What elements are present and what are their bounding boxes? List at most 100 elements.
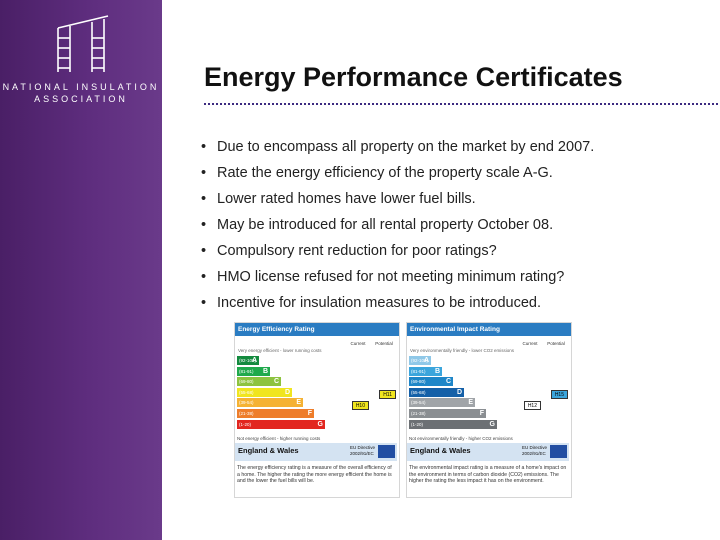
- potential-rating-flag: H15: [550, 390, 568, 400]
- certificate-heading: Environmental Impact Rating: [407, 323, 571, 336]
- eu-flag-icon: [550, 445, 567, 458]
- band-letter: E: [296, 399, 301, 407]
- certificate-region-bar: England & Wales EU Directive 2002/91/EC: [407, 443, 569, 461]
- bullet-item: • May be introduced for all rental proper…: [201, 212, 594, 238]
- rating-band-e: (39-54) E: [409, 398, 475, 408]
- eu-directive-line-1: EU Directive: [349, 445, 375, 450]
- bullet-marker: •: [201, 243, 207, 259]
- band-letter: F: [307, 410, 312, 417]
- certificate-description: The energy efficiency rating is a measur…: [237, 465, 392, 485]
- certificate-description: The environmental impact rating is a mea…: [409, 465, 567, 485]
- band-range: (21-38): [239, 411, 254, 416]
- band-letter: E: [468, 399, 473, 407]
- band-range: (55-68): [239, 389, 254, 395]
- certificate-top-note: Very environmentally friendly - lower CO…: [410, 348, 515, 353]
- certificate-region-bar: England & Wales EU Directive 2002/91/EC: [235, 443, 397, 461]
- title-divider: [204, 103, 718, 105]
- rating-band-a: (92-100) A: [409, 356, 431, 365]
- band-letter: A: [423, 357, 429, 364]
- band-range: (69-80): [411, 379, 426, 385]
- band-range: (1-20): [411, 421, 424, 427]
- bullet-item: • Lower rated homes have lower fuel bills…: [201, 186, 594, 212]
- band-letter: D: [284, 388, 290, 396]
- band-range: (1-20): [239, 421, 252, 427]
- band-letter: G: [489, 420, 495, 428]
- current-column-label: Current: [350, 341, 366, 346]
- rating-band-d: (55-68) D: [409, 387, 464, 397]
- band-letter: A: [251, 357, 257, 364]
- current-rating-flag: H12: [523, 401, 541, 410]
- bullet-text: Incentive for insulation measures to be …: [217, 295, 542, 311]
- energy-efficiency-certificate: Energy Efficiency Rating Current Potential…: [234, 322, 400, 498]
- eu-directive: EU Directive 2002/91/EC: [522, 445, 547, 457]
- insulation-logo-icon: [57, 15, 109, 72]
- rating-band-f: (21-38) F: [409, 409, 486, 418]
- band-range: (92-100): [411, 358, 429, 363]
- current-rating-flag: H10: [351, 401, 369, 410]
- band-letter: B: [434, 367, 440, 375]
- rating-band-e: (39-54) E: [237, 398, 303, 408]
- potential-rating-flag: H11: [379, 390, 396, 400]
- bullet-text: Due to encompass all property on the mar…: [217, 139, 595, 155]
- eu-directive-line-2: 2002/91/EC: [521, 451, 546, 456]
- band-range: (81-91): [411, 368, 426, 374]
- certificate-top-note: Very energy efficient - lower running co…: [238, 348, 322, 353]
- bullet-item: • Compulsory rent reduction for poor rati…: [201, 238, 594, 264]
- bullet-item: • Due to encompass all property on the ma…: [201, 134, 594, 160]
- certificate-bottom-note: Not environmentally friendly - higher CO…: [409, 436, 513, 441]
- rating-band-c: (69-80) C: [237, 377, 281, 387]
- rating-band-f: (21-38) F: [237, 409, 314, 418]
- certificate-heading: Energy Efficiency Rating: [235, 323, 399, 336]
- potential-column-label: Potential: [375, 341, 393, 346]
- rating-band-d: (55-68) D: [237, 387, 292, 397]
- bullet-text: HMO license refused for not meeting mini…: [217, 269, 565, 285]
- band-letter: G: [317, 420, 323, 428]
- eu-directive: EU Directive 2002/91/EC: [350, 445, 375, 457]
- region-name: England & Wales: [410, 446, 471, 455]
- page-title: Energy Performance Certificates: [204, 62, 623, 92]
- bullet-item: • Rate the energy efficiency of the prope…: [201, 160, 594, 186]
- current-column-label: Current: [522, 341, 538, 346]
- bullet-marker: •: [201, 295, 207, 311]
- region-name: England & Wales: [238, 446, 299, 455]
- bullet-marker: •: [201, 269, 207, 285]
- rating-band-g: (1-20) G: [409, 419, 497, 429]
- bullet-text: Rate the energy efficiency of the proper…: [217, 165, 553, 181]
- bullet-item: • Incentive for insulation measures to be…: [201, 290, 594, 316]
- eu-flag-icon: [378, 445, 395, 458]
- band-letter: D: [456, 388, 462, 396]
- band-range: (92-100): [239, 358, 257, 363]
- eu-directive-line-2: 2002/91/EC: [349, 451, 374, 456]
- potential-column-label: Potential: [547, 341, 565, 346]
- bullet-marker: •: [201, 217, 207, 233]
- band-range: (69-80): [239, 379, 254, 385]
- bullet-marker: •: [201, 165, 207, 181]
- bullet-item: • HMO license refused for not meeting min…: [201, 264, 594, 290]
- rating-band-c: (69-80) C: [409, 377, 453, 387]
- rating-band-b: (81-91) B: [409, 366, 442, 376]
- logo-text-line-1: NATIONAL INSULATION: [2, 82, 160, 92]
- band-letter: C: [445, 378, 451, 386]
- certificate-bottom-note: Not energy efficient - higher running co…: [237, 436, 321, 441]
- band-range: (21-38): [411, 411, 426, 416]
- bullet-marker: •: [201, 191, 207, 207]
- band-letter: C: [273, 378, 279, 386]
- band-range: (55-68): [411, 389, 426, 395]
- band-letter: F: [479, 410, 484, 417]
- band-letter: B: [262, 367, 268, 375]
- environmental-impact-certificate: Environmental Impact Rating Current Potent…: [406, 322, 572, 498]
- bullet-marker: •: [201, 139, 207, 155]
- rating-band-g: (1-20) G: [237, 419, 325, 429]
- bullet-text: Lower rated homes have lower fuel bills.: [217, 191, 476, 207]
- bullet-text: Compulsory rent reduction for poor ratin…: [217, 243, 497, 259]
- band-range: (39-54): [411, 400, 426, 406]
- logo-text-line-2: ASSOCIATION: [34, 94, 128, 104]
- sidebar: NATIONAL INSULATION ASSOCIATION: [0, 0, 162, 540]
- bullet-text: May be introduced for all rental propert…: [217, 217, 554, 233]
- certificate-columns: Current Potential: [517, 341, 569, 346]
- certificate-columns: Current Potential: [345, 341, 397, 346]
- eu-directive-line-1: EU Directive: [521, 445, 547, 450]
- rating-band-a: (92-100) A: [237, 356, 259, 365]
- bullet-list: • Due to encompass all property on the ma…: [201, 134, 594, 316]
- rating-band-b: (81-91) B: [237, 366, 270, 376]
